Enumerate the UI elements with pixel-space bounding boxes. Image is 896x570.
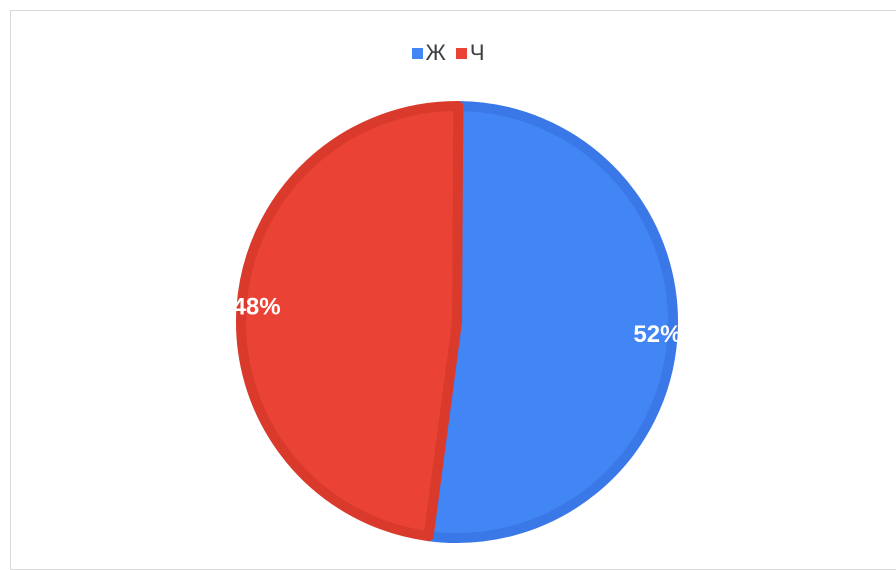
slice-label-ch: 48% bbox=[233, 294, 281, 321]
legend-swatch-ch bbox=[455, 47, 467, 59]
pie-chart: 52% 48% bbox=[233, 101, 682, 543]
pie-labels: 52% 48% bbox=[233, 294, 682, 349]
legend-label-ch: Ч bbox=[469, 40, 485, 65]
slice-label-zh: 52% bbox=[633, 321, 681, 348]
legend-item-ch[interactable]: Ч bbox=[455, 40, 485, 66]
pie-slice-ch[interactable] bbox=[236, 101, 464, 542]
pie-slice-zh[interactable] bbox=[423, 101, 678, 543]
pie-slices bbox=[236, 101, 678, 543]
legend-label-zh: Ж bbox=[425, 40, 446, 65]
legend-item-zh[interactable]: Ж bbox=[411, 40, 446, 66]
legend-swatch-zh bbox=[411, 47, 423, 59]
legend: Ж Ч bbox=[0, 40, 896, 66]
